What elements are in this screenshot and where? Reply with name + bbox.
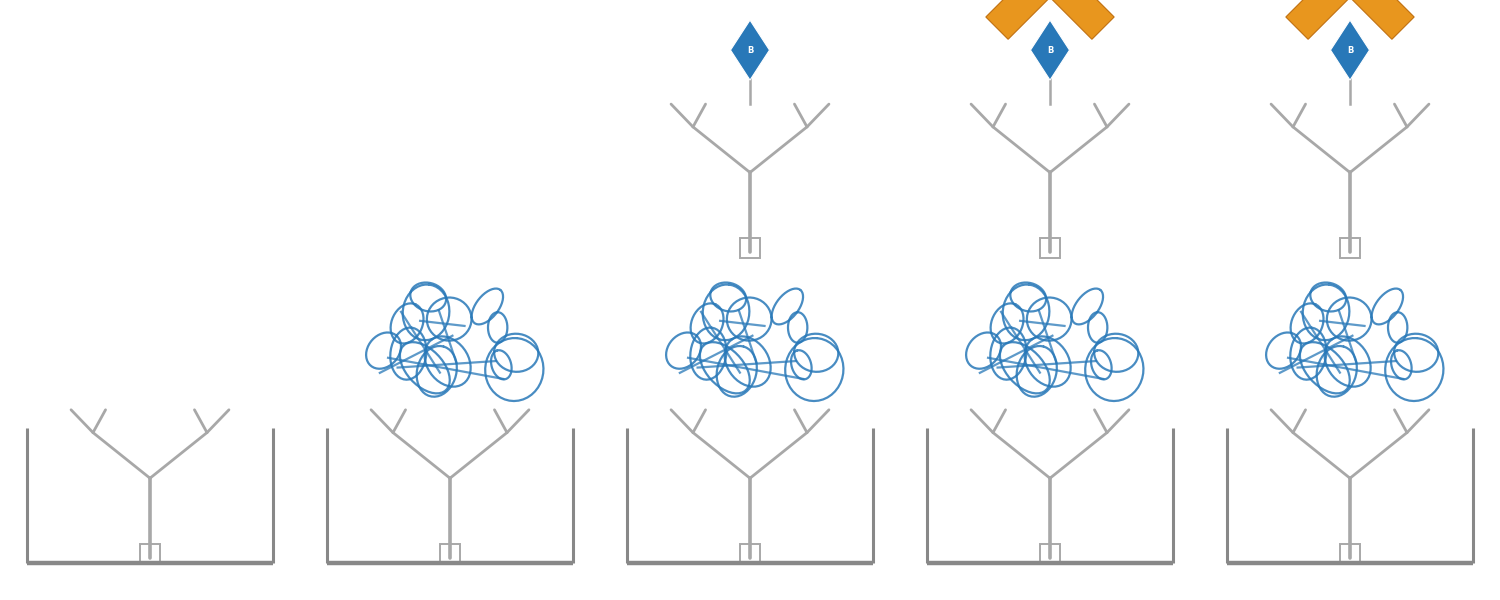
FancyBboxPatch shape: [1340, 238, 1360, 258]
Text: B: B: [1047, 46, 1053, 55]
Polygon shape: [1030, 20, 1069, 80]
Polygon shape: [1330, 20, 1370, 80]
Text: B: B: [1047, 7, 1053, 16]
FancyBboxPatch shape: [440, 544, 460, 564]
FancyBboxPatch shape: [1040, 544, 1060, 564]
FancyBboxPatch shape: [740, 238, 760, 258]
Polygon shape: [1040, 0, 1114, 39]
FancyBboxPatch shape: [140, 544, 160, 564]
Polygon shape: [986, 0, 1060, 39]
Polygon shape: [730, 20, 770, 80]
Polygon shape: [1286, 0, 1360, 39]
Text: B: B: [1347, 7, 1353, 16]
Polygon shape: [1340, 0, 1414, 39]
Text: B: B: [1347, 46, 1353, 55]
Text: B: B: [747, 46, 753, 55]
FancyBboxPatch shape: [1040, 238, 1060, 258]
FancyBboxPatch shape: [740, 544, 760, 564]
FancyBboxPatch shape: [1340, 544, 1360, 564]
